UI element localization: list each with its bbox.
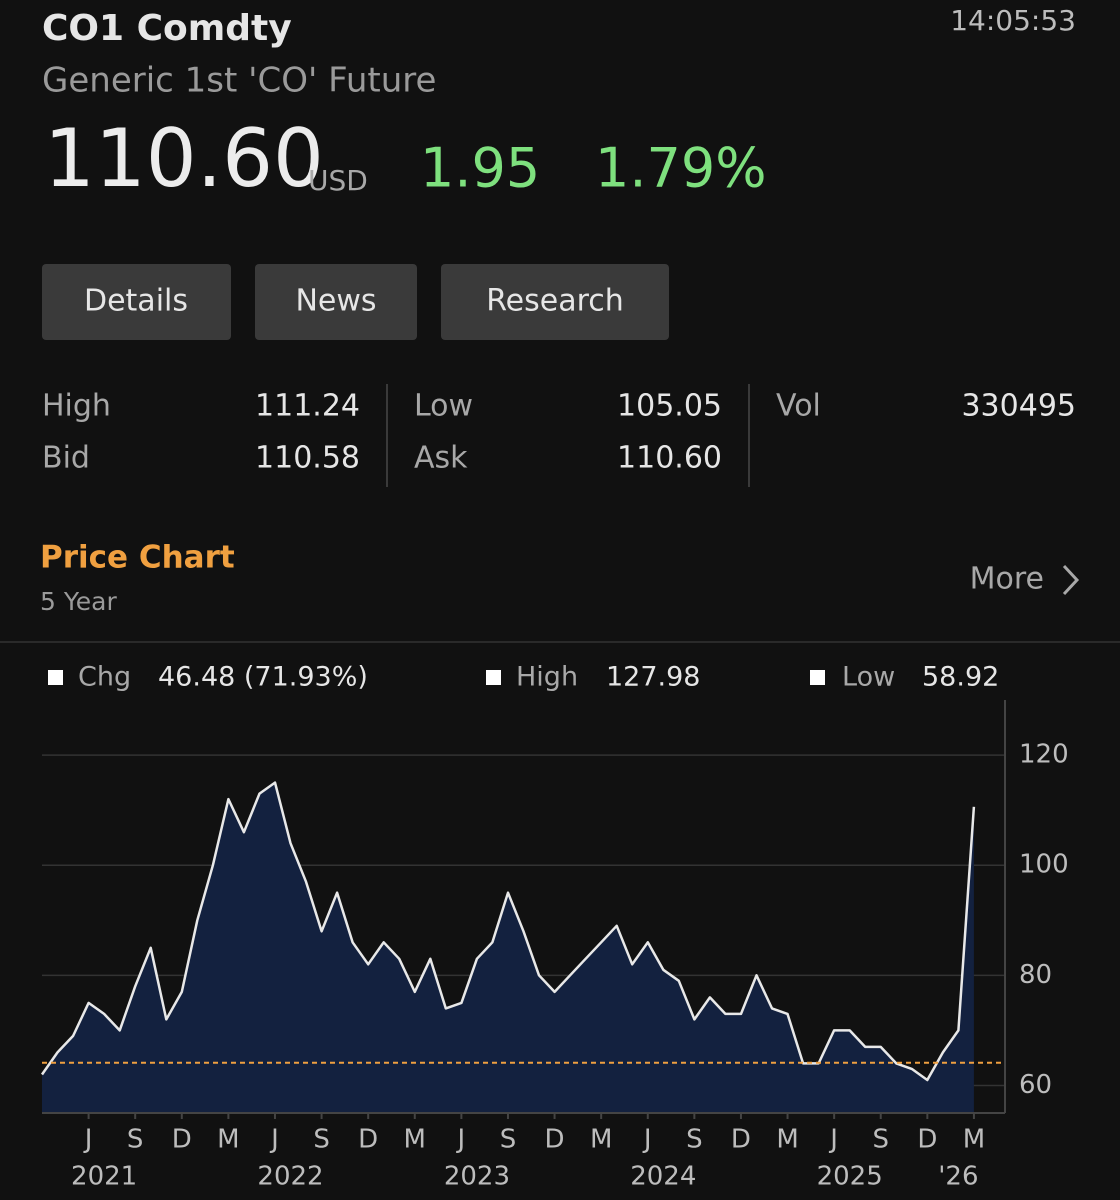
x-tick-label: M [776, 1125, 798, 1155]
button-bg[interactable] [42, 264, 231, 340]
x-tick-label: M [404, 1125, 426, 1155]
y-tick-label: 120 [1019, 740, 1069, 770]
x-tick-label: D [545, 1125, 565, 1155]
year-label: '26 [938, 1162, 978, 1192]
year-label: 2025 [817, 1162, 883, 1192]
button-details[interactable]: Details [42, 264, 231, 340]
x-tick-label: S [127, 1125, 144, 1155]
button-label[interactable]: Details [84, 284, 188, 319]
x-tick-label: M [217, 1125, 239, 1155]
x-tick-label: S [313, 1125, 330, 1155]
x-tick-label: D [731, 1125, 751, 1155]
legend-swatch [810, 670, 825, 685]
button-label[interactable]: Research [486, 284, 624, 319]
y-tick-label: 60 [1019, 1070, 1052, 1100]
more-label[interactable]: More [970, 562, 1044, 597]
stat-value: 111.24 [255, 389, 360, 424]
currency: USD [308, 164, 368, 197]
stat-value: 110.60 [617, 441, 722, 476]
legend-label: Low [842, 662, 895, 693]
stat-value: 110.58 [255, 441, 360, 476]
stat-label: Bid [42, 441, 90, 476]
year-label: 2021 [71, 1162, 137, 1192]
legend-value: 46.48 (71.93%) [158, 662, 368, 693]
time: 14:05:53 [950, 4, 1076, 37]
symbol: CO1 Comdty [42, 8, 292, 49]
x-tick-label: M [963, 1125, 985, 1155]
stat-value: 330495 [961, 389, 1076, 424]
x-tick-label: D [917, 1125, 937, 1155]
stat-label: Ask [414, 441, 468, 476]
stat-label: High [42, 389, 111, 424]
more-link[interactable]: More [970, 562, 1080, 597]
stat-label: Low [414, 389, 473, 424]
button-research[interactable]: Research [441, 264, 669, 340]
price: 110.60 [44, 112, 324, 205]
y-tick-label: 100 [1019, 850, 1069, 880]
x-tick-label: M [590, 1125, 612, 1155]
year-label: 2022 [257, 1162, 323, 1192]
legend-label: Chg [78, 662, 131, 693]
x-tick-label: J [456, 1125, 466, 1155]
x-tick-label: S [500, 1125, 517, 1155]
section-title: Price Chart [40, 540, 235, 576]
chevron[interactable] [1062, 564, 1080, 596]
button-news[interactable]: News [255, 264, 417, 340]
legend-value: 58.92 [922, 662, 999, 693]
x-tick-label: J [83, 1125, 93, 1155]
button-bg[interactable] [255, 264, 417, 340]
stat-label: Vol [776, 389, 821, 424]
button-label[interactable]: News [295, 284, 376, 319]
legend-label: High [516, 662, 578, 693]
legend-swatch [48, 670, 63, 685]
y-tick-label: 80 [1019, 960, 1052, 990]
legend-swatch [486, 670, 501, 685]
section-period: 5 Year [40, 587, 118, 616]
year-label: 2023 [444, 1162, 510, 1192]
x-tick-label: S [686, 1125, 703, 1155]
x-tick-label: J [642, 1125, 652, 1155]
button-bg[interactable] [441, 264, 669, 340]
year-label: 2024 [630, 1162, 696, 1192]
x-tick-label: J [269, 1125, 279, 1155]
change-pct: 1.79% [595, 137, 767, 200]
x-tick-label: D [358, 1125, 378, 1155]
security-name: Generic 1st 'CO' Future [42, 61, 436, 101]
price-chart: Chg 46.48 (71.93%) High 127.98 Low 58.92 60 80 1… [40, 662, 1069, 1192]
stat-value: 105.05 [617, 389, 722, 424]
area [42, 782, 974, 1113]
change: 1.95 [420, 137, 540, 200]
x-tick-label: S [872, 1125, 889, 1155]
legend-value: 127.98 [606, 662, 700, 693]
x-tick-label: J [828, 1125, 838, 1155]
x-tick-label: D [172, 1125, 192, 1155]
